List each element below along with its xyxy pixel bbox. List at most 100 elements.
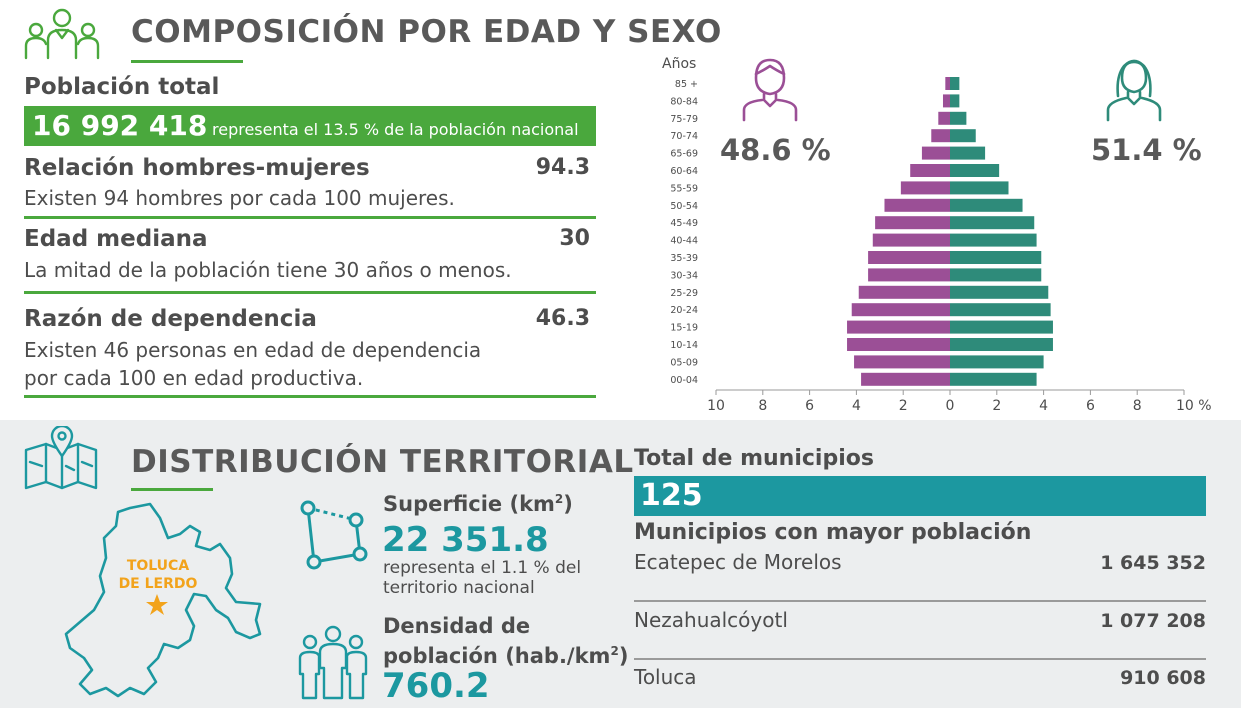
superficie-value: 22 351.8 — [382, 520, 549, 560]
age-group-label: 40-44 — [670, 236, 698, 247]
stat-label: Razón de dependencia — [24, 306, 317, 332]
stat-value: 94.3 — [535, 155, 590, 180]
age-group-label: 65-69 — [670, 149, 698, 160]
x-tick-label: 10 % — [1176, 398, 1212, 414]
total-municipios-label: Total de municipios — [634, 446, 874, 471]
territorial-title: DISTRIBUCIÓN TERRITORIAL — [131, 444, 634, 480]
map-location-icon — [24, 426, 98, 490]
densidad-value: 760.2 — [382, 666, 490, 706]
composicion-title: COMPOSICIÓN POR EDAD Y SEXO — [131, 14, 722, 50]
x-tick-label: 10 — [707, 398, 725, 414]
superficie-label: Superficie (km2) — [383, 492, 573, 516]
municipio-name: Nezahualcóyotl — [634, 608, 788, 632]
title-underline — [131, 60, 243, 63]
stat-value: 30 — [559, 226, 590, 251]
female-bar — [950, 355, 1044, 369]
x-tick-label: 6 — [1086, 398, 1095, 414]
female-bar — [950, 251, 1042, 264]
poblacion-label: Población total — [24, 74, 220, 100]
divider — [634, 658, 1206, 660]
territorial-section: DISTRIBUCIÓN TERRITORIAL TOLUCA DE LERDO… — [0, 420, 1241, 708]
female-bar — [950, 94, 960, 108]
female-bar — [950, 181, 1009, 195]
male-bar — [847, 338, 950, 351]
divider — [24, 395, 596, 398]
age-group-label: 45-49 — [670, 218, 698, 229]
male-bar — [847, 320, 950, 334]
female-bar — [950, 233, 1037, 247]
male-bar — [872, 233, 950, 247]
age-group-label: 35-39 — [670, 253, 698, 264]
male-bar — [858, 285, 950, 299]
age-group-label: 30-34 — [670, 270, 698, 281]
stat-label: Edad mediana — [24, 226, 208, 252]
female-bar — [950, 77, 960, 90]
municipio-value: 1 645 352 — [1100, 552, 1206, 574]
age-group-label: 05-09 — [670, 357, 698, 368]
male-bar — [945, 77, 950, 90]
female-bar — [950, 198, 1023, 212]
mayor-poblacion-label: Municipios con mayor población — [634, 520, 1032, 545]
x-tick-label: 8 — [1133, 398, 1142, 414]
municipio-name: Toluca — [634, 665, 697, 689]
age-group-label: 75-79 — [670, 114, 698, 125]
total-municipios-value: 125 — [640, 478, 703, 513]
densidad-label: Densidad de — [383, 614, 531, 638]
x-tick-label: 4 — [1039, 398, 1048, 414]
divider — [24, 291, 596, 294]
age-group-label: 70-74 — [670, 131, 698, 142]
municipio-value: 1 077 208 — [1100, 610, 1206, 632]
age-group-label: 55-59 — [670, 183, 698, 194]
x-tick-label: 2 — [899, 398, 908, 414]
x-tick-label: 0 — [946, 398, 955, 414]
capital-name: TOLUCA — [127, 558, 190, 574]
male-bar — [861, 372, 950, 386]
female-bar — [950, 164, 1000, 177]
x-tick-label: 8 — [758, 398, 767, 414]
densidad-label: población (hab./km2) — [383, 644, 629, 668]
title-underline — [131, 488, 213, 491]
age-group-label: 20-24 — [670, 305, 698, 316]
superficie-note: representa el 1.1 % del — [383, 558, 582, 578]
divider — [634, 600, 1206, 602]
poblacion-note: representa el 13.5 % de la población nac… — [212, 120, 579, 139]
family-icon — [24, 8, 100, 60]
age-group-label: 25-29 — [670, 288, 698, 299]
female-bar — [950, 216, 1035, 230]
female-bar — [950, 129, 976, 143]
population-pyramid-chart: Años 85 + 80-84 75-79 70-74 65-69 60-64 55-59 50… — [662, 56, 1212, 414]
stat-desc: Existen 46 personas en edad de dependenc… — [24, 338, 482, 362]
male-percent: 48.6 % — [720, 133, 831, 167]
female-bar — [950, 111, 967, 125]
capital-name: DE LERDO — [119, 576, 198, 592]
stat-value: 46.3 — [535, 306, 590, 331]
composicion-section: COMPOSICIÓN POR EDAD Y SEXO Población to… — [24, 8, 1212, 414]
divider — [24, 216, 596, 219]
area-polygon-icon — [300, 500, 368, 570]
female-bar — [950, 303, 1051, 317]
female-bar — [950, 285, 1049, 299]
male-bar — [884, 198, 950, 212]
stat-desc: La mitad de la población tiene 30 años o… — [24, 258, 512, 282]
female-bar — [950, 372, 1037, 386]
municipio-name: Ecatepec de Morelos — [634, 550, 842, 574]
x-tick-label: 4 — [852, 398, 861, 414]
age-group-label: 00-04 — [670, 375, 698, 386]
male-bar — [931, 129, 950, 143]
municipio-value: 910 608 — [1120, 667, 1206, 689]
superficie-note: territorio nacional — [383, 578, 535, 598]
age-group-label: 50-54 — [670, 201, 698, 212]
total-municipios-bar: 125 — [634, 476, 1206, 516]
x-tick-label: 6 — [805, 398, 814, 414]
x-tick-label: 2 — [992, 398, 1001, 414]
female-bar — [950, 268, 1042, 282]
people-group-icon — [298, 625, 368, 700]
poblacion-bar: 16 992 418 representa el 13.5 % de la po… — [24, 106, 596, 146]
age-group-label: 60-64 — [670, 166, 698, 177]
poblacion-value: 16 992 418 — [32, 109, 208, 142]
stat-desc: Existen 94 hombres por cada 100 mujeres. — [24, 186, 455, 210]
male-bar — [868, 268, 950, 282]
state-map-icon: TOLUCA DE LERDO — [64, 502, 262, 698]
male-bar — [851, 303, 950, 317]
stat-desc-2: por cada 100 en edad productiva. — [24, 366, 364, 390]
